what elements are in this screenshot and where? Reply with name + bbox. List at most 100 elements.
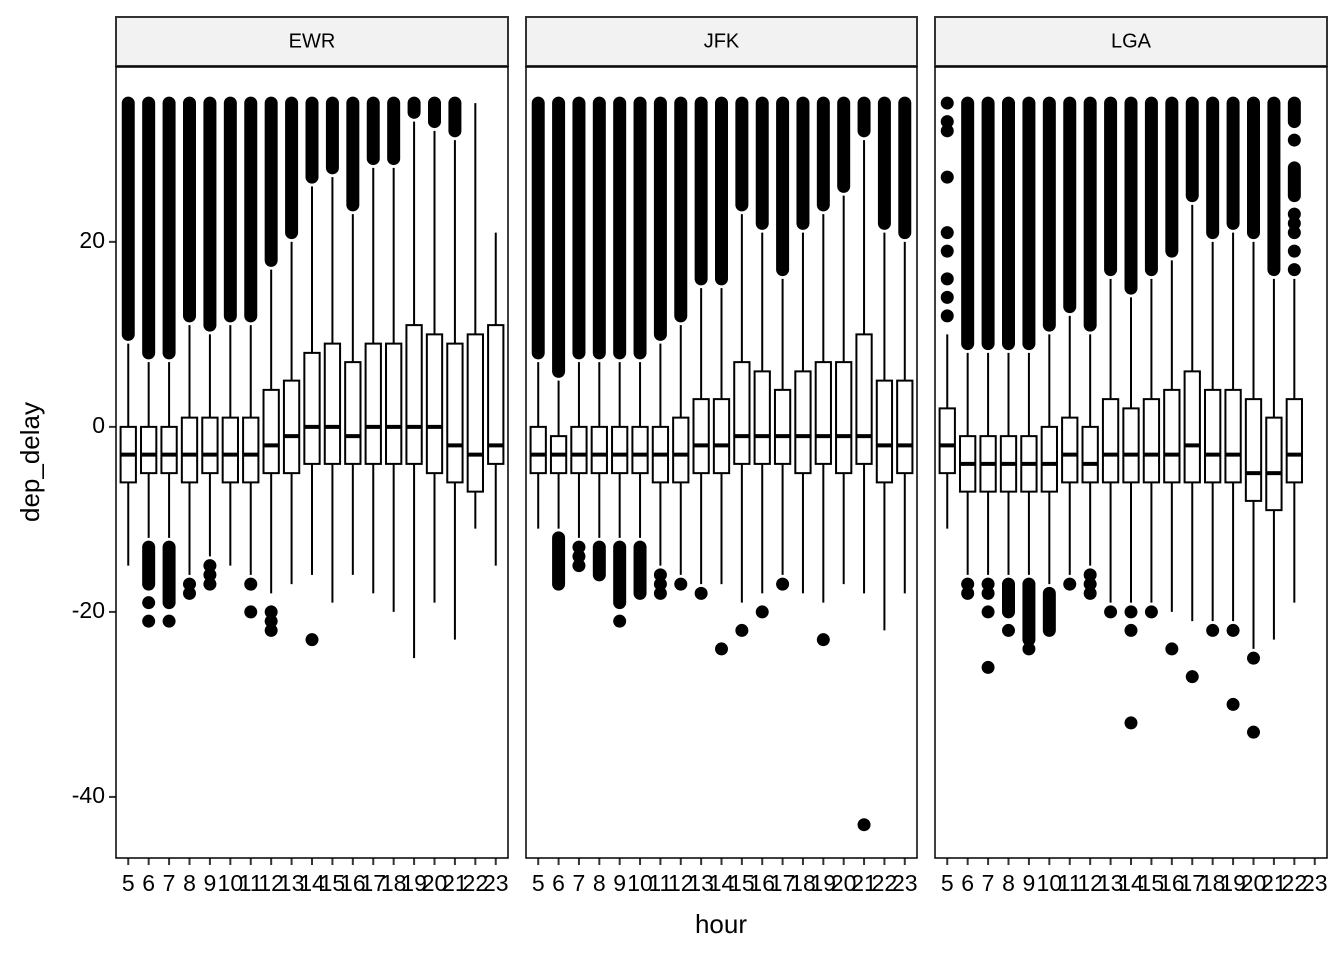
outlier xyxy=(1287,226,1301,240)
outlier-band xyxy=(552,96,566,378)
outlier xyxy=(1002,623,1015,637)
outlier-band xyxy=(1185,96,1199,203)
outlier xyxy=(940,170,954,184)
outlier xyxy=(1083,577,1097,591)
x-tick-label: 17 xyxy=(1179,870,1205,896)
box xyxy=(282,379,301,475)
outlier-band xyxy=(961,96,975,351)
outlier-band xyxy=(1287,96,1301,129)
x-tick-label: 20 xyxy=(422,870,448,896)
box xyxy=(364,342,382,465)
outlier-band xyxy=(305,96,319,184)
outlier-band xyxy=(346,96,360,212)
x-tick-label: 8 xyxy=(593,870,606,896)
outlier-band xyxy=(162,540,176,610)
outlier-band xyxy=(674,96,688,323)
outlier-band xyxy=(1083,96,1097,332)
x-tick-label: 22 xyxy=(1282,870,1308,896)
outlier-band xyxy=(142,96,156,360)
box xyxy=(692,398,710,475)
x-tick-label: 19 xyxy=(401,870,427,896)
x-tick-label: 15 xyxy=(1139,870,1165,896)
box xyxy=(201,416,219,475)
outlier-band xyxy=(244,96,258,323)
box xyxy=(1265,416,1283,512)
x-tick-label: 9 xyxy=(613,870,626,896)
x-tick-label: 20 xyxy=(831,870,857,896)
outlier xyxy=(203,577,217,591)
outlier-band xyxy=(796,96,810,230)
box xyxy=(1122,407,1140,484)
outlier xyxy=(203,568,217,582)
x-tick-label: 5 xyxy=(122,870,135,896)
outlier xyxy=(816,633,830,647)
outlier-band xyxy=(1022,577,1036,647)
outlier-band xyxy=(142,540,156,591)
outlier-band xyxy=(837,96,851,193)
x-tick-label: 14 xyxy=(709,870,735,896)
outlier-band xyxy=(1104,96,1118,277)
box xyxy=(323,342,342,465)
box xyxy=(262,388,280,475)
outlier xyxy=(1287,216,1301,230)
box xyxy=(405,324,423,465)
outlier-band xyxy=(776,96,790,277)
x-tick-label: 14 xyxy=(299,870,325,896)
x-tick-label: 21 xyxy=(851,870,877,896)
box xyxy=(344,361,362,465)
x-tick-label: 16 xyxy=(1159,870,1185,896)
x-tick-label: 12 xyxy=(668,870,694,896)
outlier-band xyxy=(531,96,545,360)
x-tick-label: 16 xyxy=(340,870,366,896)
outlier-band xyxy=(1042,96,1056,332)
x-tick-label: 7 xyxy=(163,870,176,896)
outlier xyxy=(674,577,688,591)
x-tick-label: 6 xyxy=(142,870,155,896)
outlier xyxy=(183,586,196,600)
x-axis-label: hour xyxy=(695,909,747,939)
outlier-band xyxy=(592,540,606,582)
box xyxy=(631,425,649,475)
outlier xyxy=(1083,568,1097,582)
outlier-band xyxy=(857,96,871,138)
box xyxy=(570,425,588,475)
outlier xyxy=(613,614,627,628)
outlier xyxy=(1247,651,1260,665)
y-tick-label: -40 xyxy=(72,782,105,808)
box xyxy=(1081,425,1099,484)
box xyxy=(672,416,690,484)
box xyxy=(773,388,792,465)
x-tick-label: 5 xyxy=(532,870,545,896)
strip xyxy=(525,16,918,67)
outlier-band xyxy=(183,96,196,323)
x-tick-label: 15 xyxy=(320,870,346,896)
outlier xyxy=(735,623,749,637)
outlier xyxy=(142,596,156,610)
outlier xyxy=(1165,642,1179,656)
outlier-band xyxy=(428,96,441,129)
y-tick-label: 0 xyxy=(92,412,105,438)
x-tick-label: 16 xyxy=(749,870,775,896)
outlier-band xyxy=(325,96,339,175)
x-tick-label: 8 xyxy=(183,870,196,896)
outlier xyxy=(572,559,586,573)
outlier xyxy=(1226,697,1240,711)
outlier xyxy=(1226,623,1240,637)
outlier xyxy=(940,244,954,258)
outlier xyxy=(653,568,667,582)
x-tick-label: 18 xyxy=(1200,870,1226,896)
outlier-band xyxy=(735,96,749,212)
box xyxy=(1163,388,1181,484)
outlier xyxy=(1124,605,1138,619)
outlier-band xyxy=(366,96,380,166)
box xyxy=(1183,370,1201,484)
outlier-band xyxy=(1124,96,1138,295)
outlier xyxy=(940,226,954,240)
box xyxy=(733,361,751,465)
outlier xyxy=(961,577,975,591)
outlier xyxy=(1287,133,1301,147)
x-tick-label: 23 xyxy=(892,870,918,896)
box xyxy=(814,361,832,465)
box xyxy=(611,425,629,475)
outlier xyxy=(981,605,995,619)
